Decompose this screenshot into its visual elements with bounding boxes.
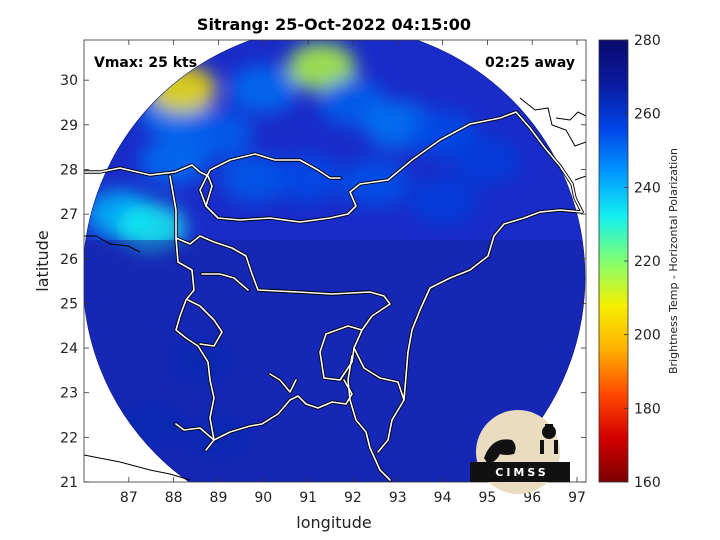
colorbar-tick-label: 260	[634, 107, 661, 123]
y-tick-label: 30	[60, 73, 78, 89]
x-tick-label: 97	[568, 490, 586, 506]
x-tick-label: 93	[389, 490, 407, 506]
map-title: Sitrang: 25-Oct-2022 04:15:00	[197, 15, 471, 34]
vmax-annotation: Vmax: 25 kts	[94, 55, 197, 71]
coastline-outside	[84, 97, 586, 481]
colorbar-tick-label: 180	[634, 401, 661, 417]
y-tick-label: 22	[60, 430, 78, 446]
brightness-cell	[408, 176, 477, 225]
border-line	[199, 153, 341, 207]
border-line	[269, 373, 297, 393]
brightness-cell	[139, 136, 208, 185]
time-away-annotation: 02:25 away	[485, 55, 575, 71]
border-line	[201, 273, 249, 291]
colorbar-tick-label: 240	[634, 180, 661, 196]
swath-image	[84, 40, 585, 482]
y-tick-label: 21	[60, 475, 78, 491]
x-tick-label: 92	[344, 490, 362, 506]
x-tick-label: 90	[254, 490, 272, 506]
swath-edge	[84, 40, 586, 482]
x-tick-label: 88	[165, 490, 183, 506]
brightness-cell	[453, 136, 522, 185]
colorbar-ramp	[598, 39, 629, 483]
axes-frame	[83, 39, 587, 483]
colorbar-label: Brightness Temp - Horizontal Polarizatio…	[667, 148, 680, 374]
cimss-logo: CIMSS	[470, 410, 570, 494]
x-tick-label: 89	[210, 490, 228, 506]
brightness-cell	[274, 154, 343, 203]
x-tick-label: 96	[523, 490, 541, 506]
y-tick-label: 23	[60, 386, 78, 402]
colorbar-tick-label: 280	[634, 33, 661, 49]
border-line	[175, 237, 215, 451]
colorbar: 160 180 200 220 240 260 280 Brightness Temp - …	[598, 33, 680, 491]
country-borders	[84, 110, 584, 482]
x-tick-label: 87	[120, 490, 138, 506]
logo-text: CIMSS	[495, 466, 548, 479]
y-tick-label: 24	[60, 341, 78, 357]
y-axis-label: latitude	[33, 230, 52, 291]
brightness-cell	[117, 203, 186, 252]
x-tick-label: 91	[299, 490, 317, 506]
x-axis-label: longitude	[296, 513, 371, 532]
colorbar-tick-label: 160	[634, 475, 661, 491]
y-axis-ticks: 21 22 23 24 25 26 27 28 29 30	[60, 73, 586, 491]
x-tick-label: 94	[434, 490, 452, 506]
brightness-cell	[229, 65, 298, 114]
border-line	[175, 379, 353, 441]
x-tick-label: 95	[478, 490, 496, 506]
x-axis-ticks: 87 88 89 90 91 92 93 94 95 96 97	[120, 40, 586, 506]
y-tick-label: 26	[60, 252, 78, 268]
border-line	[403, 209, 583, 401]
brightness-cell	[184, 109, 253, 158]
brightness-cell	[220, 154, 289, 203]
colorbar-tick-label: 220	[634, 254, 661, 270]
y-tick-label: 25	[60, 296, 78, 312]
border-line	[84, 111, 583, 223]
y-tick-label: 28	[60, 162, 78, 178]
border-line	[169, 175, 405, 453]
brightness-cell	[408, 109, 477, 158]
border-line	[347, 355, 391, 481]
border-line	[187, 299, 223, 347]
y-tick-label: 29	[60, 118, 78, 134]
colorbar-tick-label: 200	[634, 328, 661, 344]
brightness-cell	[287, 42, 356, 91]
y-tick-label: 27	[60, 207, 78, 223]
brightness-cell	[166, 337, 235, 386]
